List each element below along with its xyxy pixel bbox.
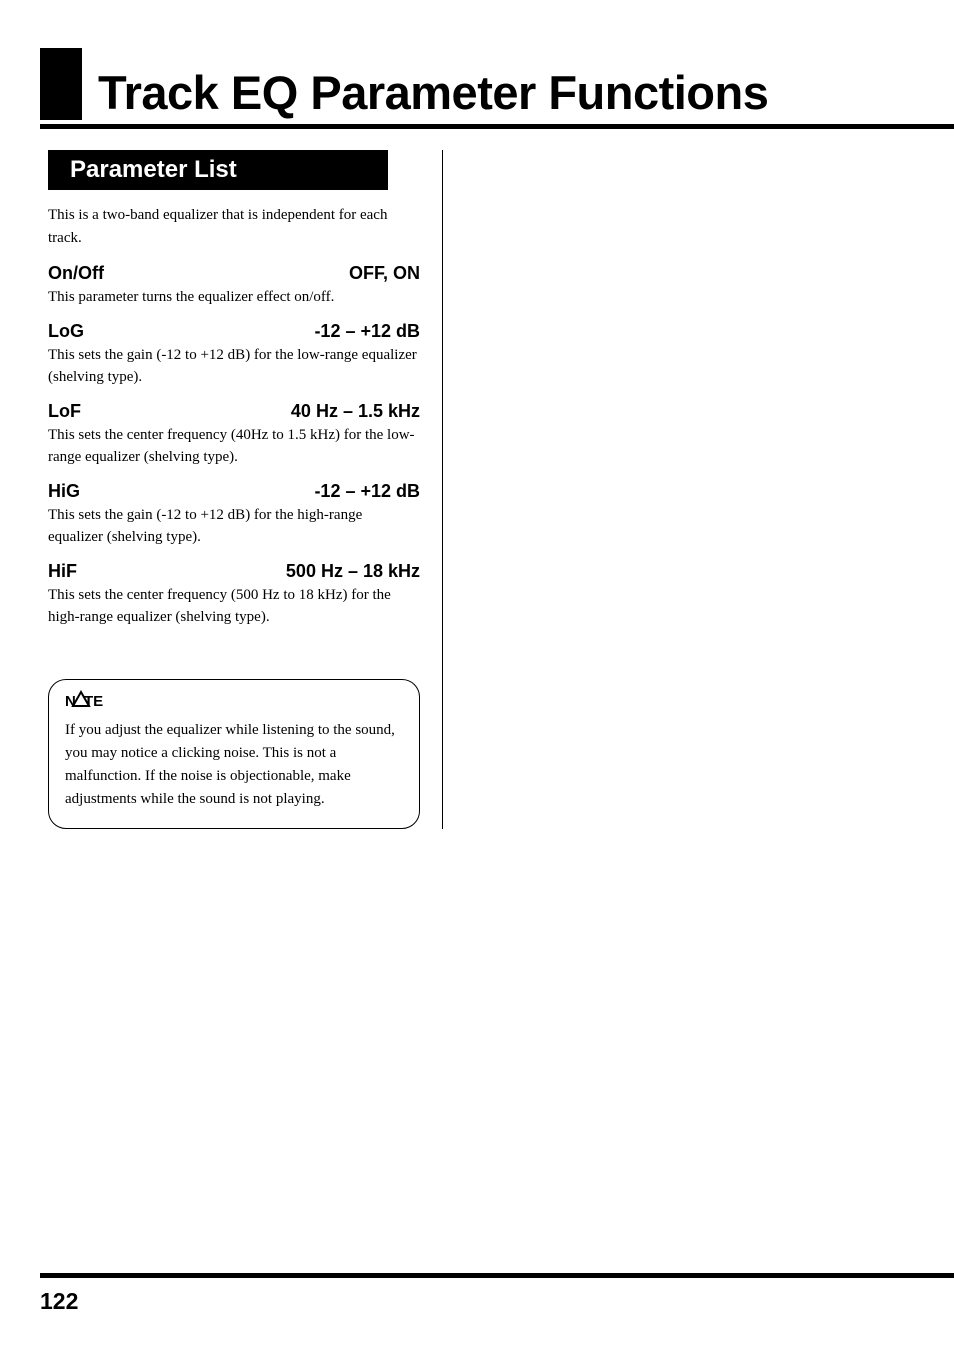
param-desc: This sets the center frequency (500 Hz t… <box>48 584 420 629</box>
parameter-block: On/Off OFF, ON This parameter turns the … <box>48 263 420 309</box>
parameter-block: LoG -12 – +12 dB This sets the gain (-12… <box>48 321 420 389</box>
param-range: -12 – +12 dB <box>314 321 420 342</box>
page-footer: 122 <box>40 1273 954 1315</box>
title-bar: Track EQ Parameter Functions <box>40 48 954 129</box>
page-number: 122 <box>40 1288 954 1315</box>
note-box: N TE If you adjust the equalizer while l… <box>48 679 420 829</box>
param-row: LoG -12 – +12 dB <box>48 321 420 342</box>
footer-rule <box>40 1273 954 1278</box>
param-row: LoF 40 Hz – 1.5 kHz <box>48 401 420 422</box>
note-icon: N TE <box>65 690 109 712</box>
left-column: Parameter List This is a two-band equali… <box>48 150 442 829</box>
param-range: -12 – +12 dB <box>314 481 420 502</box>
param-name: HiG <box>48 481 80 502</box>
parameter-block: HiG -12 – +12 dB This sets the gain (-12… <box>48 481 420 549</box>
param-desc: This parameter turns the equalizer effec… <box>48 286 420 309</box>
note-text: If you adjust the equalizer while listen… <box>65 719 403 812</box>
param-name: HiF <box>48 561 77 582</box>
param-row: HiF 500 Hz – 18 kHz <box>48 561 420 582</box>
param-range: 40 Hz – 1.5 kHz <box>291 401 420 422</box>
param-desc: This sets the gain (-12 to +12 dB) for t… <box>48 504 420 549</box>
page-title: Track EQ Parameter Functions <box>98 65 768 120</box>
section-heading: Parameter List <box>48 150 388 190</box>
param-row: On/Off OFF, ON <box>48 263 420 284</box>
intro-text: This is a two-band equalizer that is ind… <box>48 204 420 249</box>
param-name: LoF <box>48 401 81 422</box>
param-name: On/Off <box>48 263 104 284</box>
parameter-block: LoF 40 Hz – 1.5 kHz This sets the center… <box>48 401 420 469</box>
param-desc: This sets the gain (-12 to +12 dB) for t… <box>48 344 420 389</box>
title-ornament-block <box>40 48 82 120</box>
svg-text:TE: TE <box>84 693 103 710</box>
parameter-block: HiF 500 Hz – 18 kHz This sets the center… <box>48 561 420 629</box>
page-header: Track EQ Parameter Functions <box>40 48 954 129</box>
right-column <box>442 150 836 829</box>
param-name: LoG <box>48 321 84 342</box>
param-row: HiG -12 – +12 dB <box>48 481 420 502</box>
param-range: OFF, ON <box>349 263 420 284</box>
param-range: 500 Hz – 18 kHz <box>286 561 420 582</box>
content-columns: Parameter List This is a two-band equali… <box>48 150 908 829</box>
svg-text:N: N <box>65 693 76 710</box>
param-desc: This sets the center frequency (40Hz to … <box>48 424 420 469</box>
